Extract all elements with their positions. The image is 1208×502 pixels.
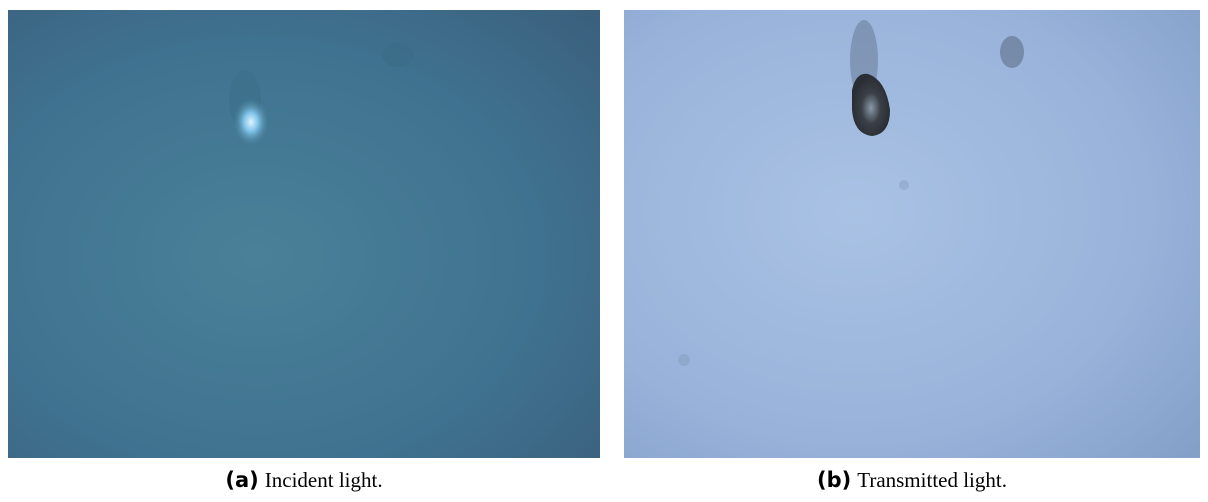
figure-page: (a) Incident light. (b)Transmitted light.…	[0, 0, 1208, 502]
transmitted-light-image	[624, 10, 1200, 458]
caption-a: (a) Incident light.	[8, 468, 600, 493]
caption-text: Incident light.	[265, 468, 383, 492]
incident-light-image	[8, 10, 600, 458]
caption-text: Transmitted light.	[857, 468, 1007, 492]
panel-label: (a)	[225, 468, 258, 492]
caption-b: (b)Transmitted light.	[624, 468, 1200, 493]
panel-label: (b)	[817, 468, 851, 492]
